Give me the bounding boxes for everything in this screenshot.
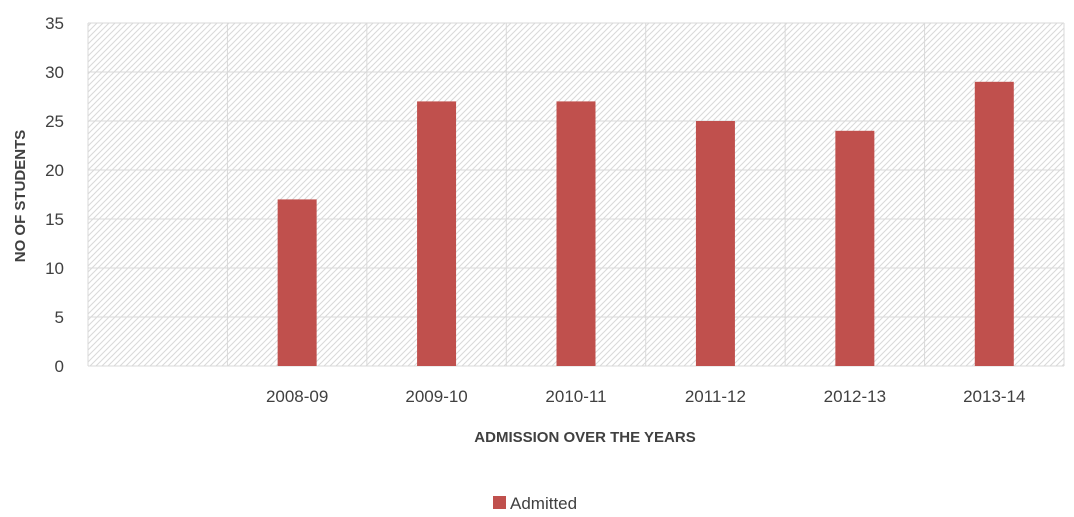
legend: Admitted [493, 494, 577, 513]
x-tick-label: 2008-09 [266, 387, 328, 406]
y-tick-label: 30 [45, 63, 64, 82]
bars [277, 81, 1014, 367]
x-tick-label: 2010-11 [545, 387, 606, 406]
legend-swatch [493, 496, 506, 509]
bar-2012-13 [835, 130, 875, 366]
x-tick-label: 2009-10 [405, 387, 467, 406]
y-tick-label: 20 [45, 161, 64, 180]
legend-label: Admitted [510, 494, 577, 512]
x-axis-title: ADMISSION OVER THE YEARS [474, 429, 695, 446]
bar-2013-14 [974, 81, 1014, 367]
y-tick-label: 10 [45, 259, 64, 278]
y-tick-label: 15 [45, 210, 64, 229]
y-tick-label: 5 [55, 308, 64, 327]
y-tick-label: 0 [55, 357, 64, 376]
y-axis-title: NO OF STUDENTS [12, 130, 29, 263]
bar-2008-09 [277, 199, 317, 366]
x-tick-label: 2011-12 [685, 387, 746, 406]
bar-2011-12 [695, 121, 735, 366]
y-tick-label: 25 [45, 112, 64, 131]
x-tick-label: 2012-13 [824, 387, 886, 406]
y-tick-label: 35 [45, 14, 64, 33]
y-tick-labels: 0 5 10 15 20 25 30 35 [45, 14, 64, 376]
x-tick-label: 2013-14 [963, 387, 1025, 406]
bar-2009-10 [417, 101, 457, 367]
x-tick-labels: 2008-09 2009-10 2010-11 2011-12 2012-13 2013-… [266, 387, 1026, 406]
bar-2010-11 [556, 101, 596, 367]
